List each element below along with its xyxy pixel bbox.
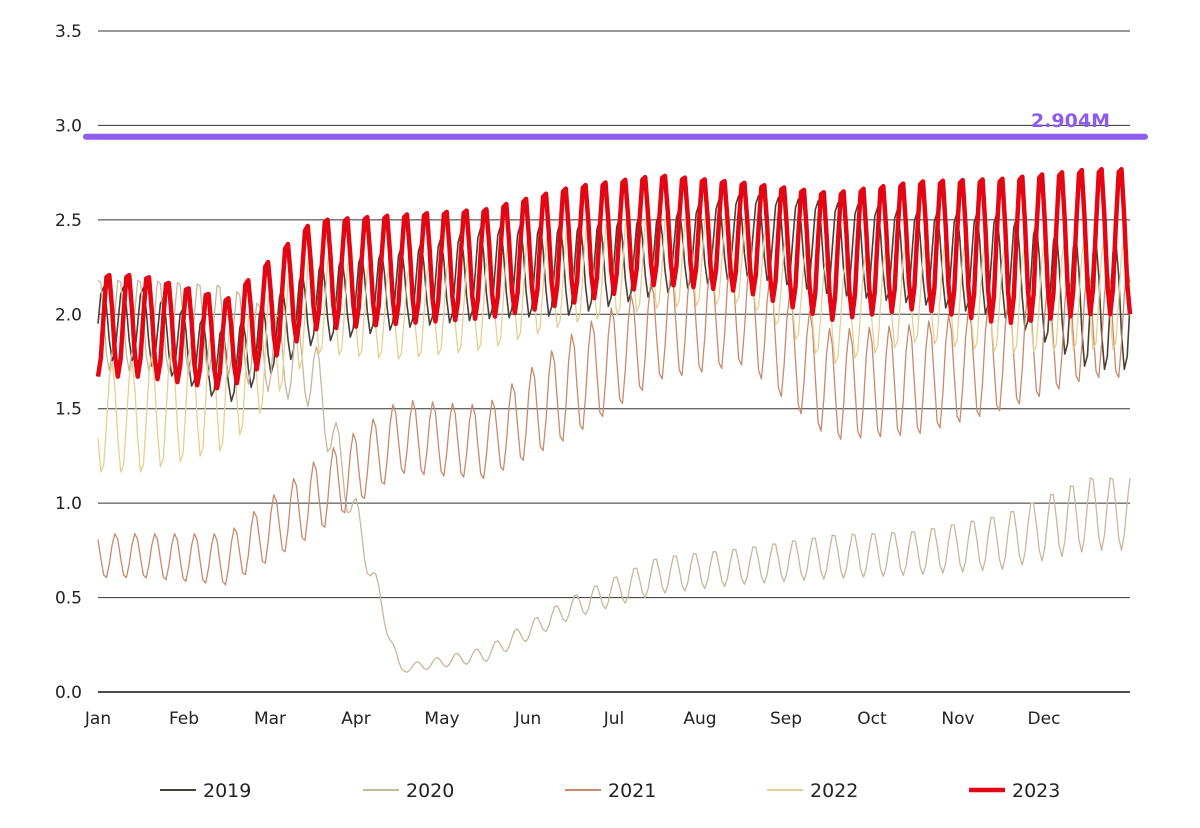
series-line-2023 <box>95 167 1133 391</box>
x-tick-label: Apr <box>341 709 370 729</box>
y-tick-label: 2.5 <box>55 211 82 231</box>
series-layer <box>95 167 1133 673</box>
y-tick-label: 0.0 <box>55 683 82 703</box>
y-tick-label: 1.5 <box>55 400 82 420</box>
legend-label: 2019 <box>203 780 251 802</box>
y-tick-label: 0.5 <box>55 589 82 609</box>
y-tick-label: 2.0 <box>55 305 82 325</box>
x-tick-label: Oct <box>857 709 887 729</box>
legend-label: 2022 <box>810 780 858 802</box>
legend: 2019 2020 2021 2022 2023 <box>160 780 1060 802</box>
y-tick-label: 3.0 <box>55 116 82 136</box>
legend-label: 2021 <box>608 780 656 802</box>
y-axis-ticks: 0.0 0.5 1.0 1.5 2.0 2.5 3.0 3.5 <box>55 22 82 703</box>
grid-lines <box>98 30 1130 599</box>
reference-layer: 2.904M <box>83 110 1148 140</box>
x-tick-label: Sep <box>770 709 802 729</box>
x-tick-label: Jul <box>603 709 625 729</box>
series-line-2020 <box>97 279 1131 673</box>
x-tick-label: Dec <box>1028 709 1061 729</box>
reference-label: 2.904M <box>1031 110 1110 132</box>
legend-label: 2020 <box>406 780 454 802</box>
x-tick-label: Jun <box>514 709 542 729</box>
x-axis-ticks: Jan Feb Mar Apr May Jun Jul Aug Sep Oct Nov Dec <box>84 709 1061 729</box>
series-line-2021 <box>97 257 1131 586</box>
y-tick-label: 1.0 <box>55 494 82 514</box>
x-tick-label: Aug <box>683 709 716 729</box>
legend-label: 2023 <box>1012 780 1060 802</box>
x-tick-label: Mar <box>254 709 286 729</box>
y-tick-label: 3.5 <box>55 22 82 42</box>
x-tick-label: Feb <box>169 709 199 729</box>
x-tick-label: Nov <box>941 709 974 729</box>
x-tick-label: May <box>424 709 459 729</box>
x-tick-label: Jan <box>84 709 111 729</box>
